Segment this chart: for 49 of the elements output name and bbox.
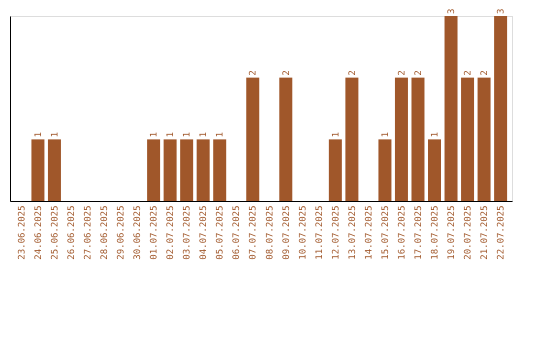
data-label: 1 — [216, 132, 226, 138]
x-tick-label: 05.07.2025 — [216, 206, 226, 260]
data-label: 2 — [248, 70, 259, 76]
data-label: 2 — [414, 70, 424, 76]
data-label: 1 — [380, 132, 391, 138]
data-label: 1 — [50, 132, 60, 138]
x-tick-label: 04.07.2025 — [199, 206, 210, 260]
x-tick-label: 21.07.2025 — [480, 206, 490, 260]
x-tick-label: 08.07.2025 — [265, 206, 276, 260]
x-tick-label: 28.06.2025 — [100, 206, 110, 260]
data-label: 1 — [182, 132, 193, 138]
x-tick-label: 02.07.2025 — [166, 206, 176, 260]
x-tick-label: 01.07.2025 — [150, 206, 160, 260]
data-label: 1 — [166, 132, 176, 138]
data-label: 1 — [331, 132, 342, 138]
x-tick-label: 23.06.2025 — [17, 206, 28, 260]
data-label: 3 — [447, 8, 458, 14]
x-tick-label: 16.07.2025 — [397, 206, 408, 260]
x-tick-label: 10.07.2025 — [298, 206, 308, 260]
x-tick-label: 27.06.2025 — [84, 206, 94, 260]
x-tick-label: 11.07.2025 — [314, 206, 325, 260]
x-tick-label: 06.07.2025 — [232, 206, 242, 260]
x-tick-label: 03.07.2025 — [182, 206, 193, 260]
x-tick-label: 09.07.2025 — [282, 206, 292, 260]
x-tick-label: 07.07.2025 — [248, 206, 259, 260]
data-label: 2 — [464, 70, 474, 76]
x-tick-label: 19.07.2025 — [447, 206, 458, 260]
x-tick-label: 20.07.2025 — [464, 206, 474, 260]
x-tick-label: 24.06.2025 — [34, 206, 44, 260]
x-tick-label: 12.07.2025 — [331, 206, 342, 260]
x-tick-label: 25.06.2025 — [50, 206, 60, 260]
data-label: 2 — [282, 70, 292, 76]
x-tick-label: 17.07.2025 — [414, 206, 424, 260]
x-tick-label: 15.07.2025 — [380, 206, 391, 260]
x-tick-label: 14.07.2025 — [364, 206, 374, 260]
x-tick-label: 29.06.2025 — [116, 206, 127, 260]
data-label: 1 — [150, 132, 160, 138]
data-label: 2 — [348, 70, 358, 76]
data-label: 1 — [430, 132, 440, 138]
data-label: 1 — [199, 132, 210, 138]
x-tick-label: 26.06.2025 — [66, 206, 77, 260]
data-label: 2 — [480, 70, 490, 76]
data-label: 3 — [496, 8, 507, 14]
x-tick-label: 18.07.2025 — [430, 206, 440, 260]
x-tick-label: 13.07.2025 — [348, 206, 358, 260]
data-label: 1 — [34, 132, 44, 138]
x-tick-label: 22.07.2025 — [496, 206, 507, 260]
data-label: 2 — [397, 70, 408, 76]
x-tick-label: 30.06.2025 — [133, 206, 144, 260]
